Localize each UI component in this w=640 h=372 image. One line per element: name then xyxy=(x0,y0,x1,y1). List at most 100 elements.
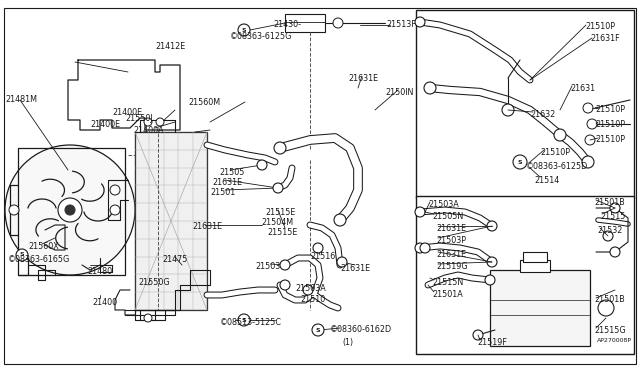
Circle shape xyxy=(424,82,436,94)
Text: 21412E: 21412E xyxy=(155,42,185,51)
Text: 21515N: 21515N xyxy=(432,278,463,287)
Circle shape xyxy=(156,118,164,126)
Text: 21400A: 21400A xyxy=(133,126,164,135)
Circle shape xyxy=(16,249,28,261)
Circle shape xyxy=(65,205,75,215)
Circle shape xyxy=(513,155,527,169)
Text: 21400E: 21400E xyxy=(90,120,120,129)
Circle shape xyxy=(554,129,566,141)
Text: 21480: 21480 xyxy=(87,267,112,276)
Circle shape xyxy=(583,103,593,113)
Text: 21515: 21515 xyxy=(600,212,625,221)
Text: 21519G: 21519G xyxy=(436,262,468,271)
Text: 21550G: 21550G xyxy=(138,278,170,287)
Circle shape xyxy=(58,198,82,222)
Text: 21631E: 21631E xyxy=(436,224,466,233)
Circle shape xyxy=(502,104,514,116)
Text: (1): (1) xyxy=(342,338,353,347)
Text: AP270008P: AP270008P xyxy=(597,338,632,343)
Circle shape xyxy=(610,247,620,257)
Text: 21631E: 21631E xyxy=(340,264,370,273)
Text: 21501B: 21501B xyxy=(594,295,625,304)
Text: 21501B: 21501B xyxy=(594,198,625,207)
Circle shape xyxy=(610,203,620,213)
Circle shape xyxy=(487,221,497,231)
Text: 21515G: 21515G xyxy=(594,326,626,335)
Circle shape xyxy=(334,214,346,226)
Text: ©08513-5125C: ©08513-5125C xyxy=(220,318,282,327)
Circle shape xyxy=(238,24,250,36)
Text: 21503A: 21503A xyxy=(295,284,326,293)
Bar xyxy=(135,132,207,310)
Text: 21505: 21505 xyxy=(219,168,244,177)
Circle shape xyxy=(487,257,497,267)
Text: 21510: 21510 xyxy=(300,295,325,304)
Text: 21430-: 21430- xyxy=(273,20,301,29)
Text: 21631E: 21631E xyxy=(436,250,466,259)
Circle shape xyxy=(257,160,267,170)
Circle shape xyxy=(274,142,286,154)
Text: 21515E: 21515E xyxy=(265,208,296,217)
Bar xyxy=(285,14,325,32)
Text: S: S xyxy=(242,28,246,32)
Circle shape xyxy=(144,314,152,322)
Text: 21560M: 21560M xyxy=(188,98,220,107)
Circle shape xyxy=(144,118,152,126)
Circle shape xyxy=(9,205,19,215)
Text: ©08363-6125D: ©08363-6125D xyxy=(526,162,588,171)
Text: 21519F: 21519F xyxy=(477,338,507,347)
Circle shape xyxy=(485,275,495,285)
Text: 21505N: 21505N xyxy=(432,212,463,221)
Bar xyxy=(523,252,547,262)
Text: 21501: 21501 xyxy=(210,188,236,197)
Bar xyxy=(416,10,634,198)
Text: 21510P: 21510P xyxy=(540,148,570,157)
Text: S: S xyxy=(20,253,24,257)
Circle shape xyxy=(585,135,595,145)
Text: 21400: 21400 xyxy=(92,298,117,307)
Text: 21532: 21532 xyxy=(597,226,622,235)
Text: 21516: 21516 xyxy=(310,252,335,261)
Circle shape xyxy=(333,18,343,28)
Text: S: S xyxy=(518,160,522,164)
Circle shape xyxy=(420,243,430,253)
Text: 21501A: 21501A xyxy=(432,290,463,299)
Text: ©08360-6162D: ©08360-6162D xyxy=(330,325,392,334)
Circle shape xyxy=(415,17,425,27)
Text: 21504M: 21504M xyxy=(261,218,293,227)
Circle shape xyxy=(303,285,313,295)
Text: 21514: 21514 xyxy=(534,176,559,185)
Text: 21632: 21632 xyxy=(530,110,556,119)
Text: 21631F: 21631F xyxy=(590,34,620,43)
Text: 21510P: 21510P xyxy=(595,135,625,144)
Text: 21400E: 21400E xyxy=(112,108,142,117)
Circle shape xyxy=(415,243,425,253)
Text: 21503A: 21503A xyxy=(428,200,459,209)
Circle shape xyxy=(280,280,290,290)
Text: ©08363-6125G: ©08363-6125G xyxy=(230,32,292,41)
Text: 2150IN: 2150IN xyxy=(385,88,413,97)
Text: 21503P: 21503P xyxy=(436,236,466,245)
Circle shape xyxy=(603,231,613,241)
Circle shape xyxy=(415,207,425,217)
Text: 21513F: 21513F xyxy=(386,20,416,29)
Circle shape xyxy=(312,324,324,336)
Text: 21481M: 21481M xyxy=(5,95,37,104)
Text: 21560X: 21560X xyxy=(28,242,59,251)
Text: 21550J: 21550J xyxy=(125,114,152,123)
Text: 21510P: 21510P xyxy=(595,120,625,129)
Text: 21510P: 21510P xyxy=(585,22,615,31)
Bar xyxy=(416,196,634,354)
Text: S: S xyxy=(316,327,320,333)
Text: ©08363-6165G: ©08363-6165G xyxy=(8,255,70,264)
Circle shape xyxy=(313,243,323,253)
Circle shape xyxy=(5,145,135,275)
Circle shape xyxy=(337,257,347,267)
Bar xyxy=(520,260,550,272)
Text: 21631: 21631 xyxy=(570,84,595,93)
Text: 21515E: 21515E xyxy=(267,228,298,237)
Circle shape xyxy=(587,119,597,129)
Circle shape xyxy=(238,314,250,326)
Text: 21631E: 21631E xyxy=(212,178,242,187)
Circle shape xyxy=(598,300,614,316)
